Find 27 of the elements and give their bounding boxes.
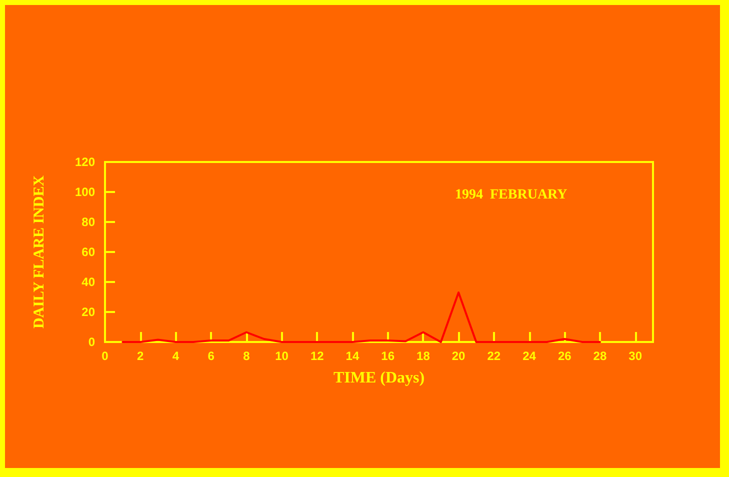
- x-axis-title: TIME (Days): [333, 370, 425, 386]
- x-tick-label: 0: [102, 349, 109, 363]
- y-axis-title: DAILY FLARE INDEX: [32, 175, 48, 329]
- y-tick-label: 80: [82, 215, 96, 229]
- y-tick-label: 20: [82, 305, 96, 319]
- y-tick-label: 100: [74, 185, 96, 199]
- x-tick-label: 18: [416, 349, 430, 363]
- x-tick-label: 30: [628, 349, 642, 363]
- line-series: [122, 292, 601, 343]
- y-tick-label: 120: [74, 155, 96, 169]
- x-tick-label: 4: [172, 349, 180, 363]
- y-tick-label: 0: [88, 335, 96, 349]
- x-tick-label: 10: [275, 349, 289, 363]
- x-tick-label: 14: [346, 349, 360, 363]
- x-tick-label: 8: [243, 349, 250, 363]
- x-tick-label: 22: [487, 349, 501, 363]
- x-tick-label: 20: [452, 349, 466, 363]
- x-tick-label: 2: [137, 349, 144, 363]
- x-tick-label: 24: [522, 349, 536, 363]
- y-tick-label: 60: [82, 245, 96, 259]
- annotation: 1994 FEBRUARY: [455, 188, 568, 202]
- x-tick-label: 12: [310, 349, 324, 363]
- x-tick-label: 16: [381, 349, 395, 363]
- y-tick-label: 40: [82, 275, 96, 289]
- x-tick-label: 26: [558, 349, 572, 363]
- x-tick-label: 6: [208, 349, 215, 363]
- x-tick-label: 28: [593, 349, 607, 363]
